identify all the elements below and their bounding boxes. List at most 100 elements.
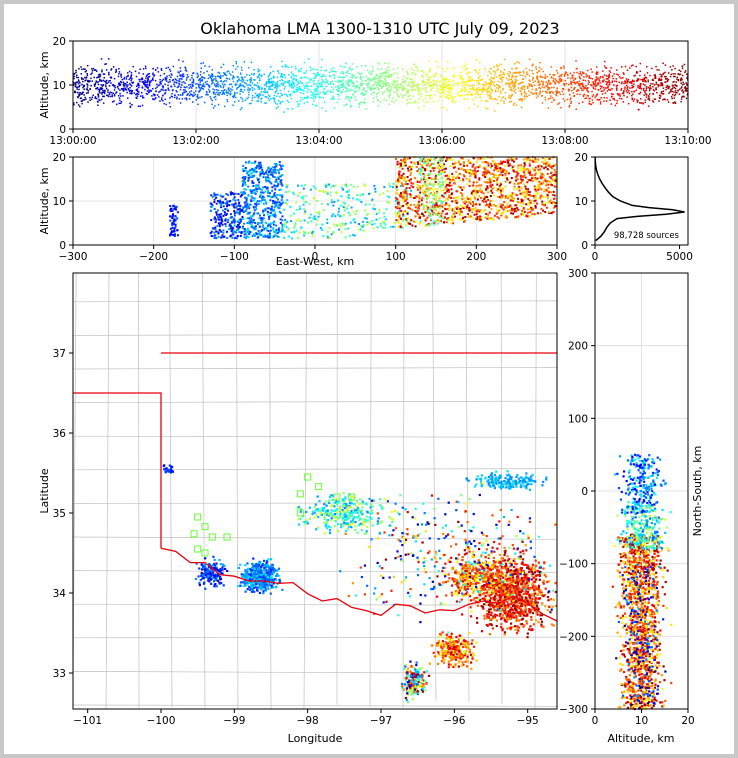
- source-point: [499, 167, 502, 170]
- source-point: [225, 77, 228, 80]
- source-point: [266, 229, 269, 232]
- source-point: [475, 192, 478, 195]
- source-point: [174, 94, 176, 96]
- source-point: [483, 181, 486, 184]
- source-point: [223, 80, 226, 82]
- source-point: [268, 86, 270, 88]
- source-point: [398, 210, 401, 213]
- source-point: [223, 211, 226, 214]
- source-point: [680, 82, 682, 84]
- source-point: [214, 105, 216, 107]
- source-point: [257, 165, 260, 168]
- source-point: [251, 196, 254, 199]
- source-point: [622, 101, 625, 103]
- source-point: [260, 74, 262, 77]
- source-point: [478, 177, 481, 180]
- source-point: [305, 70, 308, 72]
- source-point: [441, 194, 444, 197]
- source-point: [148, 84, 151, 86]
- source-point: [398, 172, 401, 175]
- source-point: [243, 89, 246, 91]
- source-point: [146, 81, 149, 83]
- source-point: [102, 91, 105, 94]
- source-point: [197, 85, 200, 88]
- source-point: [162, 94, 164, 97]
- source-point: [216, 91, 218, 94]
- source-point: [304, 210, 307, 213]
- source-point: [653, 74, 656, 76]
- source-point: [243, 228, 246, 231]
- source-point: [498, 195, 501, 198]
- source-point: [265, 83, 267, 86]
- source-point: [411, 82, 413, 84]
- source-point: [226, 203, 229, 206]
- source-point: [279, 211, 282, 214]
- source-point: [405, 218, 408, 221]
- source-point: [471, 217, 474, 220]
- source-point: [608, 76, 611, 78]
- source-point: [334, 70, 336, 73]
- source-point: [273, 162, 276, 165]
- source-point: [238, 213, 241, 216]
- source-point: [256, 177, 259, 180]
- source-point: [498, 74, 501, 77]
- source-point: [288, 74, 290, 76]
- source-point: [167, 88, 169, 90]
- source-point: [158, 91, 160, 93]
- source-point: [400, 223, 403, 226]
- source-point: [119, 92, 121, 95]
- source-point: [283, 224, 286, 227]
- source-point: [651, 67, 653, 70]
- source-point: [501, 187, 504, 190]
- source-point: [120, 74, 122, 77]
- source-point: [536, 71, 538, 74]
- source-point: [493, 98, 495, 100]
- source-point: [250, 80, 252, 83]
- source-point: [99, 73, 101, 76]
- source-point: [680, 77, 683, 80]
- source-point: [613, 99, 616, 101]
- source-point: [377, 62, 380, 64]
- source-point: [290, 93, 292, 95]
- source-point: [232, 65, 235, 67]
- source-point: [349, 97, 352, 99]
- source-point: [217, 71, 219, 74]
- source-point: [385, 87, 388, 90]
- source-point: [549, 91, 551, 94]
- source-point: [173, 218, 176, 221]
- source-point: [403, 82, 406, 84]
- source-point: [395, 86, 397, 89]
- source-point: [500, 92, 502, 94]
- source-point: [545, 183, 548, 186]
- source-point: [639, 98, 642, 100]
- source-point: [233, 221, 236, 224]
- source-point: [155, 90, 157, 92]
- source-point: [243, 61, 246, 63]
- source-point: [584, 86, 586, 89]
- source-point: [419, 186, 422, 189]
- source-point: [555, 93, 557, 96]
- source-point: [597, 89, 599, 91]
- source-point: [553, 194, 556, 197]
- source-point: [680, 98, 683, 101]
- source-point: [167, 84, 169, 87]
- source-point: [309, 231, 312, 234]
- source-point: [638, 85, 641, 88]
- source-point: [242, 79, 245, 81]
- source-point: [175, 78, 177, 81]
- source-point: [356, 66, 359, 68]
- source-point: [290, 220, 293, 223]
- source-point: [591, 78, 594, 80]
- source-point: [203, 101, 206, 104]
- source-point: [354, 221, 357, 224]
- source-point: [587, 80, 590, 82]
- source-point: [563, 67, 565, 69]
- source-point: [387, 200, 390, 203]
- source-point: [79, 93, 81, 96]
- source-point: [198, 86, 200, 89]
- source-point: [544, 98, 547, 101]
- source-point: [410, 81, 412, 83]
- source-point: [269, 73, 271, 76]
- source-point: [500, 78, 502, 80]
- source-point: [233, 196, 236, 199]
